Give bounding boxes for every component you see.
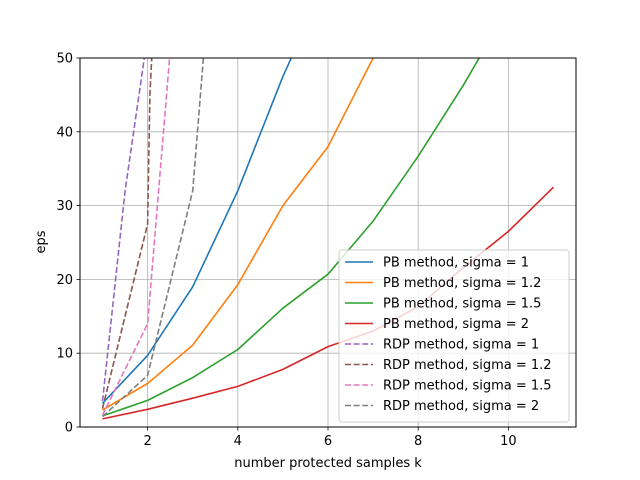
y-tick-label: 40 [56,125,73,140]
legend-label-7: RDP method, sigma = 1.5 [383,379,552,394]
series-layer [101,58,555,420]
series-line-6 [101,58,153,409]
series-line-7 [101,58,171,416]
legend-box [338,249,570,423]
series-line-2 [102,58,375,411]
x-tick-label: 6 [324,434,332,449]
series-line-1 [101,58,293,404]
x-tick-label: 8 [414,434,422,449]
y-tick-label: 10 [56,347,73,362]
series-line-5 [101,58,146,402]
ticks: 2 4 6 8 10 0 10 20 30 40 50 [56,52,516,450]
y-tick-label: 0 [65,421,73,436]
legend-label-8: RDP method, sigma = 2 [383,399,539,414]
legend-label-2: PB method, sigma = 1.2 [383,276,541,291]
y-tick-label: 30 [56,199,73,214]
y-axis-label: eps [34,230,49,253]
legend-label-3: PB method, sigma = 1.5 [383,297,541,312]
y-tick-label: 50 [56,52,73,67]
series-line-8 [101,58,205,418]
legend-label-1: PB method, sigma = 1 [383,256,529,271]
legend: PB method, sigma = 1 PB method, sigma = 1… [338,249,570,423]
legend-label-4: PB method, sigma = 2 [383,317,529,332]
x-tick-label: 4 [234,434,242,449]
y-tick-label: 20 [56,273,73,288]
legend-label-5: RDP method, sigma = 1 [383,338,539,353]
x-axis-label: number protected samples k [234,456,422,471]
legend-label-6: RDP method, sigma = 1.2 [383,358,552,373]
x-tick-label: 2 [143,434,151,449]
x-tick-label: 10 [500,434,517,449]
series-line-3 [102,58,481,417]
